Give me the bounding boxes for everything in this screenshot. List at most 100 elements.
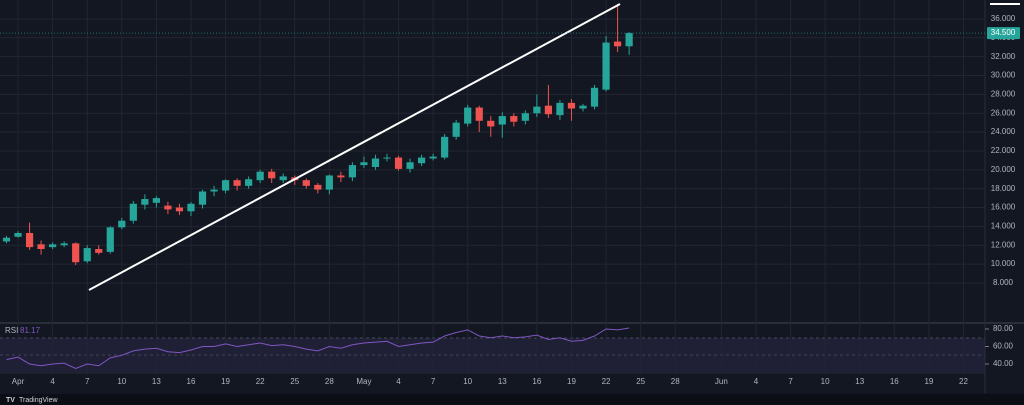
x-tick-label: 16 — [187, 377, 196, 386]
x-tick-label: May — [356, 377, 371, 386]
candle-body — [72, 243, 80, 263]
x-tick-label: 10 — [821, 377, 830, 386]
candle-body — [175, 207, 184, 212]
x-tick-label: 16 — [890, 377, 899, 386]
candle-body — [567, 102, 576, 109]
brand: TradingView — [19, 397, 58, 404]
x-tick-label: 7 — [788, 377, 793, 386]
candle-body — [83, 248, 91, 262]
candle-body — [14, 232, 22, 237]
last-price-box — [987, 27, 1020, 40]
candle-body — [245, 179, 253, 186]
x-tick-label: 19 — [221, 377, 230, 386]
y-tick-label: 80.00 — [993, 324, 1014, 333]
candle-body — [613, 41, 622, 47]
candle-body — [221, 180, 230, 191]
x-tick-label: 22 — [959, 377, 968, 386]
candle-body — [314, 184, 322, 190]
candle-body — [118, 220, 126, 228]
y-tick-label: 36.000 — [991, 14, 1016, 23]
candle-body — [302, 180, 310, 186]
y-tick-label: 18.000 — [991, 184, 1016, 193]
candle-body — [106, 227, 114, 252]
y-tick-label: 20.000 — [991, 165, 1016, 174]
candle-body — [417, 157, 426, 164]
candle-body — [152, 198, 160, 203]
candle-body — [556, 102, 564, 116]
footer — [0, 394, 1024, 405]
candle-body — [210, 189, 218, 192]
candle-body — [49, 244, 57, 248]
y-tick-label: 14.000 — [991, 221, 1016, 230]
x-tick-label: 10 — [117, 377, 126, 386]
candle-body — [360, 162, 368, 166]
x-tick-label: 7 — [85, 377, 90, 386]
candle-body — [256, 171, 264, 181]
y-tick-label: 24.000 — [991, 127, 1016, 136]
candle-body — [441, 136, 449, 158]
x-tick-label: 16 — [532, 377, 541, 386]
x-tick-label: 13 — [855, 377, 864, 386]
candle-body — [129, 203, 137, 221]
y-tick-label: 8.000 — [993, 278, 1014, 287]
x-tick-label: 13 — [498, 377, 507, 386]
x-tick-label: Jun — [715, 377, 728, 386]
x-tick-label: 4 — [396, 377, 401, 386]
y-tick-label: 28.000 — [991, 89, 1016, 98]
candle-body — [325, 175, 333, 190]
y-tick-label: 40.00 — [993, 359, 1014, 368]
candle-body — [452, 122, 460, 137]
x-tick-label: 25 — [636, 377, 645, 386]
x-tick-label: 28 — [671, 377, 680, 386]
y-tick-label: 22.000 — [991, 146, 1016, 155]
candle-body — [429, 156, 437, 159]
candle-body — [602, 42, 610, 90]
candle-body — [37, 244, 45, 250]
candle-body — [544, 105, 553, 115]
candle-body — [279, 176, 287, 181]
x-tick-label: 13 — [152, 377, 161, 386]
x-tick-label: 22 — [602, 377, 611, 386]
candle-body — [2, 237, 11, 242]
candle-body — [498, 116, 506, 125]
candle-body — [533, 106, 541, 114]
rsi-value: 81.17 — [20, 326, 41, 335]
x-tick-label: 28 — [325, 377, 334, 386]
candle-body — [348, 165, 356, 178]
candle-body — [371, 158, 380, 167]
candle-body — [464, 107, 472, 124]
y-tick-label: 12.000 — [991, 240, 1016, 249]
candle-body — [487, 120, 495, 127]
candle-body — [141, 199, 149, 205]
x-tick-label: 7 — [431, 377, 436, 386]
candle-body — [394, 157, 403, 169]
candle-body — [475, 107, 483, 121]
x-tick-label: 10 — [463, 377, 472, 386]
candle-body — [268, 171, 276, 179]
candle-body — [60, 243, 68, 246]
x-tick-label: 4 — [50, 377, 55, 386]
candle-body — [25, 232, 34, 248]
candle-body — [95, 249, 103, 253]
y-tick-label: 60.00 — [993, 342, 1014, 351]
candle-body — [383, 157, 391, 159]
rsi-line — [6, 327, 630, 369]
candle-body — [406, 162, 414, 169]
rsi-title: RSI — [5, 326, 18, 335]
x-tick-label: 19 — [567, 377, 576, 386]
plot — [2, 3, 633, 369]
y-tick-label: 16.000 — [991, 203, 1016, 212]
x-tick-label: 19 — [924, 377, 933, 386]
candle-body — [579, 105, 587, 109]
grid — [0, 0, 985, 373]
logo: TV — [6, 397, 15, 404]
candle-body — [625, 33, 633, 47]
x-tick-label: 22 — [256, 377, 265, 386]
x-tick-label: 25 — [290, 377, 299, 386]
candle-body — [590, 87, 599, 107]
candle-body — [187, 203, 195, 212]
y-tick-label: 32.000 — [991, 52, 1016, 61]
trend-line — [88, 3, 621, 291]
y-tick-label: 26.000 — [991, 108, 1016, 117]
